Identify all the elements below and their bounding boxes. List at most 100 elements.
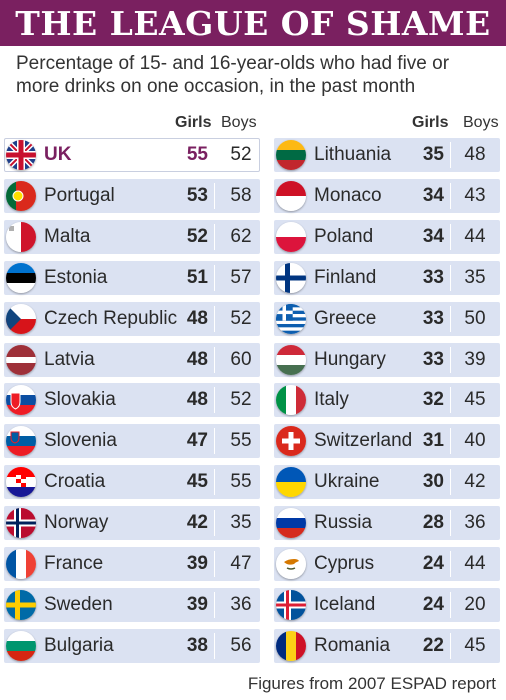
girls-value: 42 <box>186 512 208 533</box>
column-divider <box>450 592 451 618</box>
row-background <box>4 179 260 213</box>
table-row-slovenia: Slovenia 47 55 <box>4 424 260 458</box>
table-row-cyprus: Cyprus 24 44 <box>274 547 500 581</box>
table-row-latvia: Latvia 48 60 <box>4 343 260 377</box>
table-row-iceland: Iceland 24 20 <box>274 588 500 622</box>
row-background <box>274 465 500 499</box>
boys-value: 45 <box>464 389 486 410</box>
column-divider <box>214 592 215 618</box>
country-name: Cyprus <box>314 553 375 574</box>
row-background <box>4 465 260 499</box>
girls-value: 31 <box>422 430 444 451</box>
row-background <box>274 220 500 254</box>
girls-value: 34 <box>422 185 444 206</box>
bulgaria-flag-icon <box>6 631 36 661</box>
country-name: Romania <box>314 635 391 656</box>
boys-value: 42 <box>464 471 486 492</box>
ukraine-flag-icon <box>276 467 306 497</box>
row-background <box>274 506 500 540</box>
girls-value: 33 <box>422 308 444 329</box>
country-name: Sweden <box>44 594 113 615</box>
column-divider <box>214 347 215 373</box>
table-row-france: France 39 47 <box>4 547 260 581</box>
table-row-poland: Poland 34 44 <box>274 220 500 254</box>
country-name: Norway <box>44 512 109 533</box>
girls-value: 48 <box>186 308 208 329</box>
girls-value: 38 <box>186 635 208 656</box>
table-row-switzerland: Switzerland 31 40 <box>274 424 500 458</box>
country-name: Ukraine <box>314 471 380 492</box>
boys-value: 55 <box>230 430 252 451</box>
boys-value: 62 <box>230 226 252 247</box>
girls-value: 48 <box>186 349 208 370</box>
table-row-slovakia: Slovakia 48 52 <box>4 383 260 417</box>
table-row-lithuania: Lithuania 35 48 <box>274 138 500 172</box>
country-name: Iceland <box>314 594 376 615</box>
boys-value: 52 <box>230 308 252 329</box>
table-row-uk: UK 55 52 <box>4 138 260 172</box>
column-divider <box>214 551 215 577</box>
boys-value: 47 <box>230 553 252 574</box>
latvia-flag-icon <box>6 345 36 375</box>
table-row-ukraine: Ukraine 30 42 <box>274 465 500 499</box>
row-background <box>274 179 500 213</box>
boys-value: 44 <box>464 553 486 574</box>
right-boys-header: Boys <box>463 114 499 131</box>
boys-value: 52 <box>230 144 252 165</box>
girls-value: 32 <box>422 389 444 410</box>
country-name: Latvia <box>44 349 95 370</box>
chart-subtitle: Percentage of 15- and 16-year-olds who h… <box>16 53 450 97</box>
boys-value: 56 <box>230 635 252 656</box>
country-name: UK <box>44 144 72 165</box>
uk-flag-icon <box>6 140 36 170</box>
table-row-russia: Russia 28 36 <box>274 506 500 540</box>
finland-flag-icon <box>276 263 306 293</box>
column-divider <box>214 224 215 250</box>
column-divider <box>450 469 451 495</box>
table-row-monaco: Monaco 34 43 <box>274 179 500 213</box>
boys-value: 39 <box>464 349 486 370</box>
column-divider <box>450 183 451 209</box>
estonia-flag-icon <box>6 263 36 293</box>
country-name: Croatia <box>44 471 106 492</box>
column-divider <box>450 265 451 291</box>
column-divider <box>214 306 215 332</box>
girls-value: 33 <box>422 267 444 288</box>
girls-value: 30 <box>422 471 444 492</box>
table-row-italy: Italy 32 45 <box>274 383 500 417</box>
boys-value: 35 <box>230 512 252 533</box>
country-name: Czech Republic <box>44 308 178 329</box>
boys-value: 57 <box>230 267 252 288</box>
country-name: Monaco <box>314 185 382 206</box>
country-name: Russia <box>314 512 373 533</box>
boys-value: 48 <box>464 144 486 165</box>
column-divider <box>450 428 451 454</box>
czech-flag-icon <box>6 304 36 334</box>
column-divider <box>450 633 451 659</box>
row-background <box>274 629 500 663</box>
table-row-malta: Malta 52 62 <box>4 220 260 254</box>
table-row-norway: Norway 42 35 <box>4 506 260 540</box>
romania-flag-icon <box>276 631 306 661</box>
table-row-croatia: Croatia 45 55 <box>4 465 260 499</box>
country-name: Slovakia <box>44 389 116 410</box>
column-divider <box>450 224 451 250</box>
column-divider <box>214 387 215 413</box>
boys-value: 43 <box>464 185 486 206</box>
country-name: Poland <box>314 226 374 247</box>
source-footnote: Figures from 2007 ESPAD report <box>247 674 496 693</box>
column-divider <box>214 633 215 659</box>
country-name: Malta <box>44 226 91 247</box>
girls-value: 39 <box>186 594 208 615</box>
slovenia-flag-icon <box>6 426 36 456</box>
row-background <box>4 261 260 295</box>
table-row-czech-republic: Czech Republic 48 52 <box>4 302 260 336</box>
norway-flag-icon <box>6 508 36 538</box>
left-boys-header: Boys <box>221 114 257 131</box>
boys-value: 45 <box>464 635 486 656</box>
row-background <box>4 547 260 581</box>
column-divider <box>450 510 451 536</box>
girls-value: 22 <box>422 635 444 656</box>
row-background <box>274 343 500 377</box>
boys-value: 58 <box>230 185 252 206</box>
